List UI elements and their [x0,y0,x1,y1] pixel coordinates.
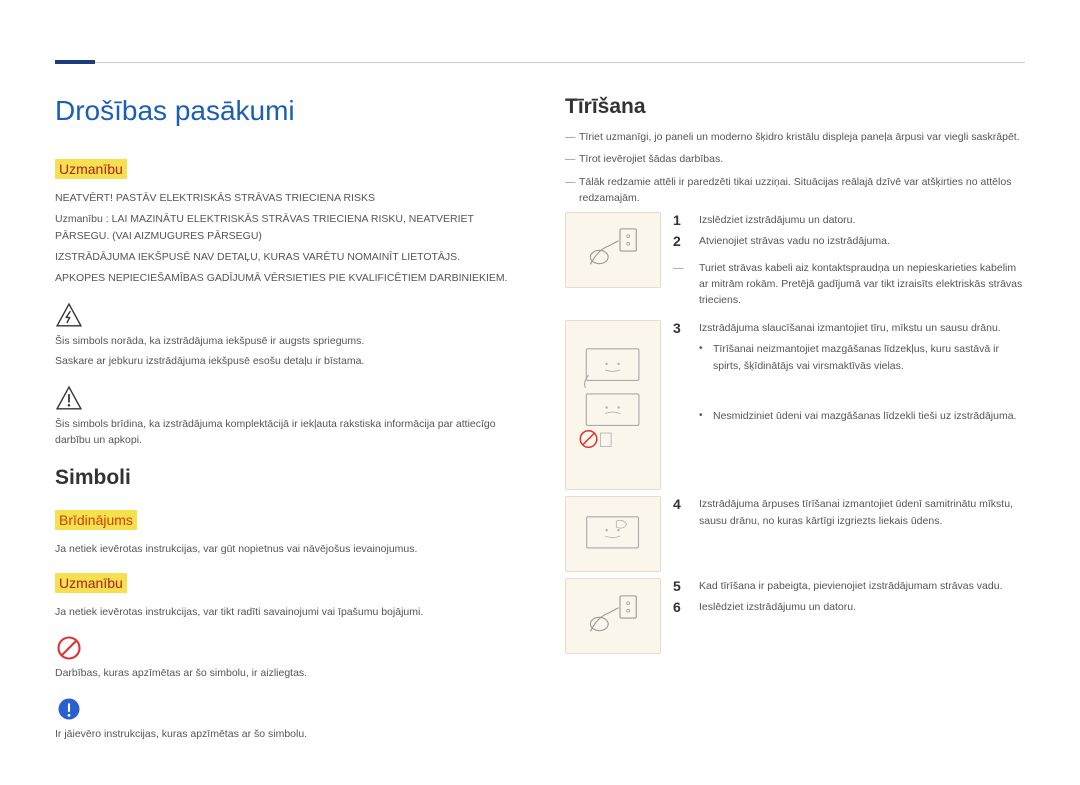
step-number-3: 3 [673,320,689,337]
cleaning-note-2: Tīrot ievērojiet šādas darbības. [565,151,1025,167]
step-number-4: 4 [673,496,689,513]
step-5-6: 5 Kad tīrīšana ir pabeigta, pievienojiet … [565,578,1025,654]
excl-text: Šis simbols brīdina, ka izstrādājuma kom… [55,416,525,449]
steps-list: 1 Izslēdziet izstrādājumu un datoru. 2 Atv… [565,212,1025,654]
service-text: APKOPES NEPIECIEŠAMĪBAS GADĪJUMĀ VĒRSIET… [55,270,525,286]
high-voltage-block: Šis simbols norāda, ka izstrādājuma iekš… [55,302,525,369]
header-rule [95,62,1025,63]
content-columns: Drošības pasākumi Uzmanību NEATVĒRT! PAS… [55,95,1025,745]
prohibit-icon [55,634,83,662]
step-1-2: 1 Izslēdziet izstrādājumu un datoru. 2 Atv… [565,212,1025,314]
step-3-text: Izstrādājuma slaucīšanai izmantojiet tīr… [699,320,1001,336]
notice-block: Ir jāievēro instrukcijas, kuras apzīmēta… [55,695,525,742]
step-1-figure [565,212,661,288]
step-3-figure [565,320,661,490]
warning-desc: Ja netiek ievērotas instrukcijas, var gū… [55,541,525,557]
exclamation-block: Šis simbols brīdina, ka izstrādājuma kom… [55,385,525,449]
no-parts-text: IZSTRĀDĀJUMA IEKŠPUSĒ NAV DETAĻU, KURAS … [55,249,525,265]
caution-badge-2: Uzmanību [55,573,127,593]
step-3-bullet-2: Nesmidziniet ūdeni vai mazgāšanas līdzek… [713,408,1016,424]
do-not-open-text: NEATVĒRT! PASTĀV ELEKTRISKĀS STRĀVAS TRI… [55,190,525,206]
right-column: Tīrīšana Tīriet uzmanīgi, jo paneli un m… [565,95,1025,745]
cover-warning-text: Uzmanību : LAI MAZINĀTU ELEKTRISKĀS STRĀ… [55,211,525,244]
step-6-text: Ieslēdziet izstrādājumu un datoru. [699,599,856,615]
step-1-text: Izslēdziet izstrādājumu un datoru. [699,212,855,228]
caution-desc: Ja netiek ievērotas instrukcijas, var ti… [55,604,525,620]
caution-badge: Uzmanību [55,159,127,179]
wipe-exterior-illustration [565,496,661,572]
hv-text-1: Šis simbols norāda, ka izstrādājuma iekš… [55,333,525,349]
step-number-6: 6 [673,599,689,616]
step-number-2: 2 [673,233,689,250]
notice-icon [55,695,83,723]
exclamation-triangle-icon [55,385,83,413]
step-number-1: 1 [673,212,689,229]
step-4-text: Izstrādājuma ārpuses tīrīšanai izmantoji… [699,496,1025,529]
step-3: 3 Izstrādājuma slaucīšanai izmantojiet tī… [565,320,1025,490]
warning-badge: Brīdinājums [55,510,137,530]
symbols-heading: Simboli [55,466,525,490]
wipe-illustration [565,320,661,490]
main-heading: Drošības pasākumi [55,95,525,127]
prohibit-text: Darbības, kuras apzīmētas ar šo simbolu,… [55,665,525,681]
step-4-figure [565,496,661,572]
plug-in-illustration [565,578,661,654]
bullet-icon: • [699,408,705,424]
step-number-5: 5 [673,578,689,595]
left-column: Drošības pasākumi Uzmanību NEATVĒRT! PAS… [55,95,525,745]
bullet-icon: • [699,341,705,357]
step-4: 4 Izstrādājuma ārpuses tīrīšanai izmantoj… [565,496,1025,572]
unplug-illustration [565,212,661,288]
step-2-note: Turiet strāvas kabeli aiz kontaktspraudņ… [673,260,1025,309]
cleaning-heading: Tīrīšana [565,95,1025,119]
step-2-text: Atvienojiet strāvas vadu no izstrādājuma… [699,233,890,249]
header-accent-bar [55,60,95,64]
step-5-text: Kad tīrīšana ir pabeigta, pievienojiet i… [699,578,1003,594]
cleaning-note-1: Tīriet uzmanīgi, jo paneli un moderno šķ… [565,129,1025,145]
hv-text-2: Saskare ar jebkuru izstrādājuma iekšpusē… [55,353,525,369]
prohibit-block: Darbības, kuras apzīmētas ar šo simbolu,… [55,634,525,681]
notice-text: Ir jāievēro instrukcijas, kuras apzīmēta… [55,726,525,742]
high-voltage-icon [55,302,83,330]
step-5-figure [565,578,661,654]
cleaning-note-3: Tālāk redzamie attēli ir paredzēti tikai… [565,174,1025,207]
step-3-bullet-1: Tīrīšanai neizmantojiet mazgāšanas līdze… [713,341,1025,374]
